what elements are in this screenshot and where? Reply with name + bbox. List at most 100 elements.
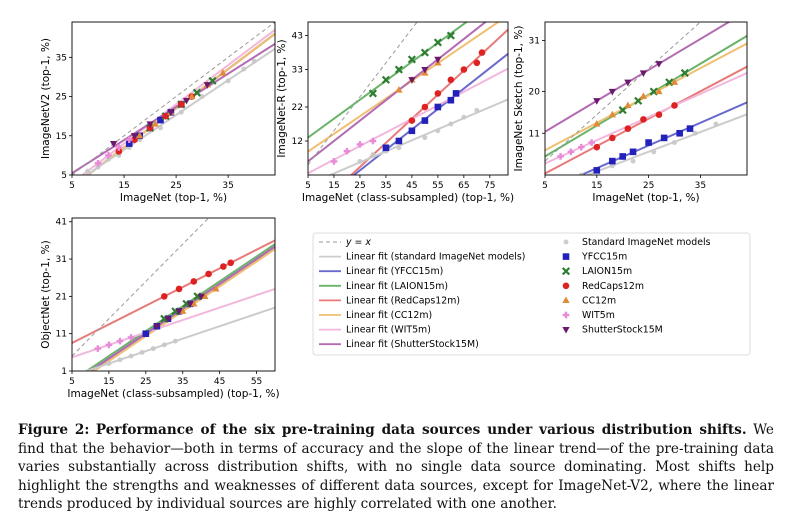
data-point-cc12m	[136, 131, 144, 139]
x-tick-label: 25	[354, 181, 365, 191]
caption-label: Figure 2:	[18, 422, 90, 438]
data-point-standard-imagenet-models	[448, 121, 454, 127]
legend-marker-label: WIT5m	[582, 310, 615, 321]
identity-line	[308, 22, 418, 166]
fit-line-laion15m	[308, 22, 469, 139]
data-point-standard-imagenet-models	[241, 66, 247, 72]
fit-line-cc12m	[545, 42, 747, 152]
data-point-cc12m	[201, 292, 209, 300]
data-point-shutterstock15m	[110, 140, 118, 148]
data-point-yfcc15m	[660, 134, 668, 142]
data-point-redcaps12m	[190, 278, 198, 285]
data-point-wit5m	[557, 153, 564, 160]
data-point-yfcc15m	[447, 96, 455, 104]
data-point-shutterstock15m	[408, 77, 416, 84]
marker-stroke	[368, 89, 378, 98]
data-point-laion15m	[368, 89, 378, 98]
data-point-standard-imagenet-models	[117, 357, 123, 363]
x-tick-label: 55	[251, 377, 262, 387]
data-point-yfcc15m	[125, 140, 133, 147]
data-point-standard-imagenet-models	[435, 128, 441, 134]
data-point-standard-imagenet-models	[139, 349, 145, 355]
x-tick-label: 15	[328, 181, 339, 191]
data-point-redcaps12m	[162, 112, 169, 120]
data-point-standard-imagenet-models	[461, 114, 467, 120]
x-tick-label: 5	[69, 377, 75, 387]
data-point-shutterstock15m	[146, 121, 154, 128]
data-point-standard-imagenet-models	[651, 149, 657, 155]
y-tick-label: 31	[56, 255, 67, 265]
legend-marker-swatch	[562, 282, 570, 290]
x-axis-label: ImageNet (top-1, %)	[120, 192, 227, 204]
data-point-wit5m	[94, 159, 102, 167]
data-point-redcaps12m	[205, 270, 212, 278]
data-point-redcaps12m	[175, 285, 183, 293]
data-point-cc12m	[188, 92, 196, 100]
y-axis-label: ImageNet Sketch (top-1, %)	[513, 26, 525, 172]
x-tick-label: 35	[695, 181, 706, 191]
data-point-standard-imagenet-models	[251, 58, 257, 64]
fit-line-wit5m	[80, 29, 275, 175]
data-point-wit5m	[105, 341, 113, 349]
data-point-wit5m	[125, 136, 133, 143]
marker-stroke	[680, 68, 689, 78]
data-point-redcaps12m	[220, 263, 227, 270]
data-point-laion15m	[407, 55, 416, 64]
data-point-yfcc15m	[142, 330, 150, 337]
x-tick-label: 75	[484, 181, 495, 191]
legend-marker-swatch	[562, 311, 570, 319]
marker-stroke	[561, 267, 571, 276]
legend-line-label: y = x	[345, 237, 371, 248]
x-tick-label: 35	[222, 181, 233, 191]
data-point-redcaps12m	[115, 148, 123, 155]
fit-line-standard-imagenet-models	[327, 98, 508, 175]
data-point-laion15m	[446, 31, 455, 40]
data-point-cc12m	[179, 307, 187, 314]
data-point-yfcc15m	[452, 90, 460, 97]
legend-marker-swatch	[561, 267, 571, 276]
data-point-shutterstock15m	[624, 79, 632, 87]
data-point-wit5m	[343, 147, 351, 155]
y-tick-label: 21	[56, 292, 67, 302]
data-point-shutterstock15m	[164, 316, 172, 323]
fit-line-wit5m	[308, 67, 508, 175]
caption-title: Performance of the six pre-training data…	[95, 422, 747, 438]
data-point-laion15m	[381, 75, 390, 84]
data-point-yfcc15m	[629, 148, 637, 156]
x-tick-label: 5	[542, 181, 548, 191]
identity-line	[72, 22, 275, 175]
legend-marker-label: LAION15m	[582, 266, 632, 277]
data-point-standard-imagenet-models	[106, 361, 112, 367]
legend-line-label: Linear fit (YFCC15m)	[346, 266, 443, 277]
legend-marker-swatch	[563, 239, 569, 245]
data-point-yfcc15m	[609, 157, 616, 165]
fit-line-redcaps12m	[72, 239, 275, 344]
x-axis-label: ImageNet (top-1, %)	[592, 192, 699, 204]
data-point-cc12m	[395, 86, 403, 93]
data-point-shutterstock15m	[175, 308, 183, 316]
legend-line-label: Linear fit (RedCaps12m)	[346, 295, 460, 306]
figure-caption: Figure 2: Performance of the six pre-tra…	[18, 421, 774, 514]
y-tick-label: 1	[61, 367, 67, 377]
legend-line-label: Linear fit (WIT5m)	[346, 325, 431, 336]
legend-marker-swatch	[562, 326, 570, 334]
data-point-redcaps12m	[160, 293, 168, 300]
chart-imagenetr: 5 15 25 35 45 55 65 75 12 22 33 43 ImageNet (class-s…	[276, 21, 514, 204]
data-point-wit5m	[94, 345, 102, 352]
axes-frame	[307, 21, 509, 176]
data-point-cc12m	[151, 120, 159, 127]
data-point-standard-imagenet-models	[422, 135, 428, 141]
data-point-redcaps12m	[671, 102, 678, 109]
axes-frame	[71, 21, 276, 176]
legend-line-label: Linear fit (LAION15m)	[346, 281, 448, 292]
legend-line-label: Linear fit (CC12m)	[346, 310, 432, 321]
x-tick-label: 5	[69, 181, 75, 191]
identity-line	[72, 218, 209, 357]
data-point-redcaps12m	[655, 111, 663, 119]
fit-line-shutterstock15m	[72, 42, 275, 175]
chart-imagenetsketch: 5 15 25 35 11 20 31 ImageNet (top-1, %) ImageNet…	[513, 21, 748, 204]
data-point-wit5m	[577, 143, 585, 151]
data-point-cc12m	[670, 78, 679, 85]
caption-body: We find that the behavior—both in terms …	[18, 422, 774, 513]
